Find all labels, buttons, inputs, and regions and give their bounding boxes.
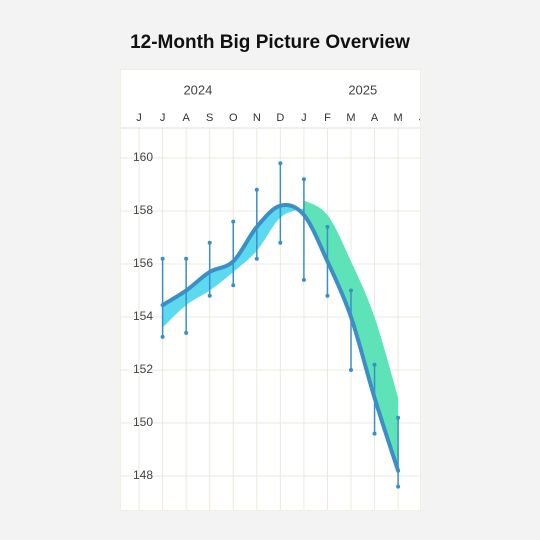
error-bar-cap [278,240,283,245]
error-bar-cap [349,368,353,372]
chart-title: 12-Month Big Picture Overview [130,32,410,53]
error-bar [184,256,189,335]
y-tick-label: 154 [133,309,153,323]
error-bar [231,219,236,288]
error-bar-cap [396,484,401,489]
y-tick-label: 150 [133,415,153,429]
error-bar-cap [184,256,189,261]
error-bar-cap [372,362,377,367]
month-label: M [394,112,403,124]
error-bar-cap [207,293,212,298]
line [160,203,401,473]
plot: MJJASONDJFMAMJ20242025148150152154156158… [121,82,425,510]
month-label: N [253,112,261,124]
month-label: J [160,112,166,124]
error-bar-cap [184,330,189,335]
month-label: J [136,112,142,124]
error-bar-cap [325,293,330,298]
error-bar-cap [254,187,259,192]
card [120,69,421,511]
error-bar-cap [207,240,212,245]
error-bar-cap [372,431,377,436]
month-label: J [419,112,425,124]
y-tick-label: 148 [133,468,153,482]
error-bar-cap [301,277,306,282]
month-label: O [229,112,238,124]
error-bar-cap [325,224,330,229]
error-bar-cap [349,288,353,293]
y-tick-label: 158 [133,203,153,217]
error-bar [160,256,165,339]
month-label: D [276,112,284,124]
month-label: A [182,112,190,124]
error-bar-cap [301,177,306,182]
month-label: A [371,112,379,124]
error-bar [207,240,212,298]
error-bar-cap [231,283,236,288]
error-bar-cap [396,415,401,420]
error-bar-cap [160,334,165,339]
y-tick-label: 160 [133,150,153,164]
month-label: M [346,112,355,124]
error-bar-cap [160,256,165,261]
year-label: 2025 [348,82,377,97]
error-bar-cap [231,219,236,224]
y-tick-label: 152 [133,362,153,376]
year-label: 2024 [183,82,212,97]
month-label: S [206,112,213,124]
error-bar [396,415,401,489]
error-bar [278,161,283,245]
month-label: J [301,112,307,124]
error-bar [301,177,306,282]
month-label: F [324,112,331,124]
error-bar-cap [254,256,259,261]
error-bar-cap [278,161,283,166]
y-tick-label: 156 [133,256,153,270]
error-bar [349,288,353,372]
